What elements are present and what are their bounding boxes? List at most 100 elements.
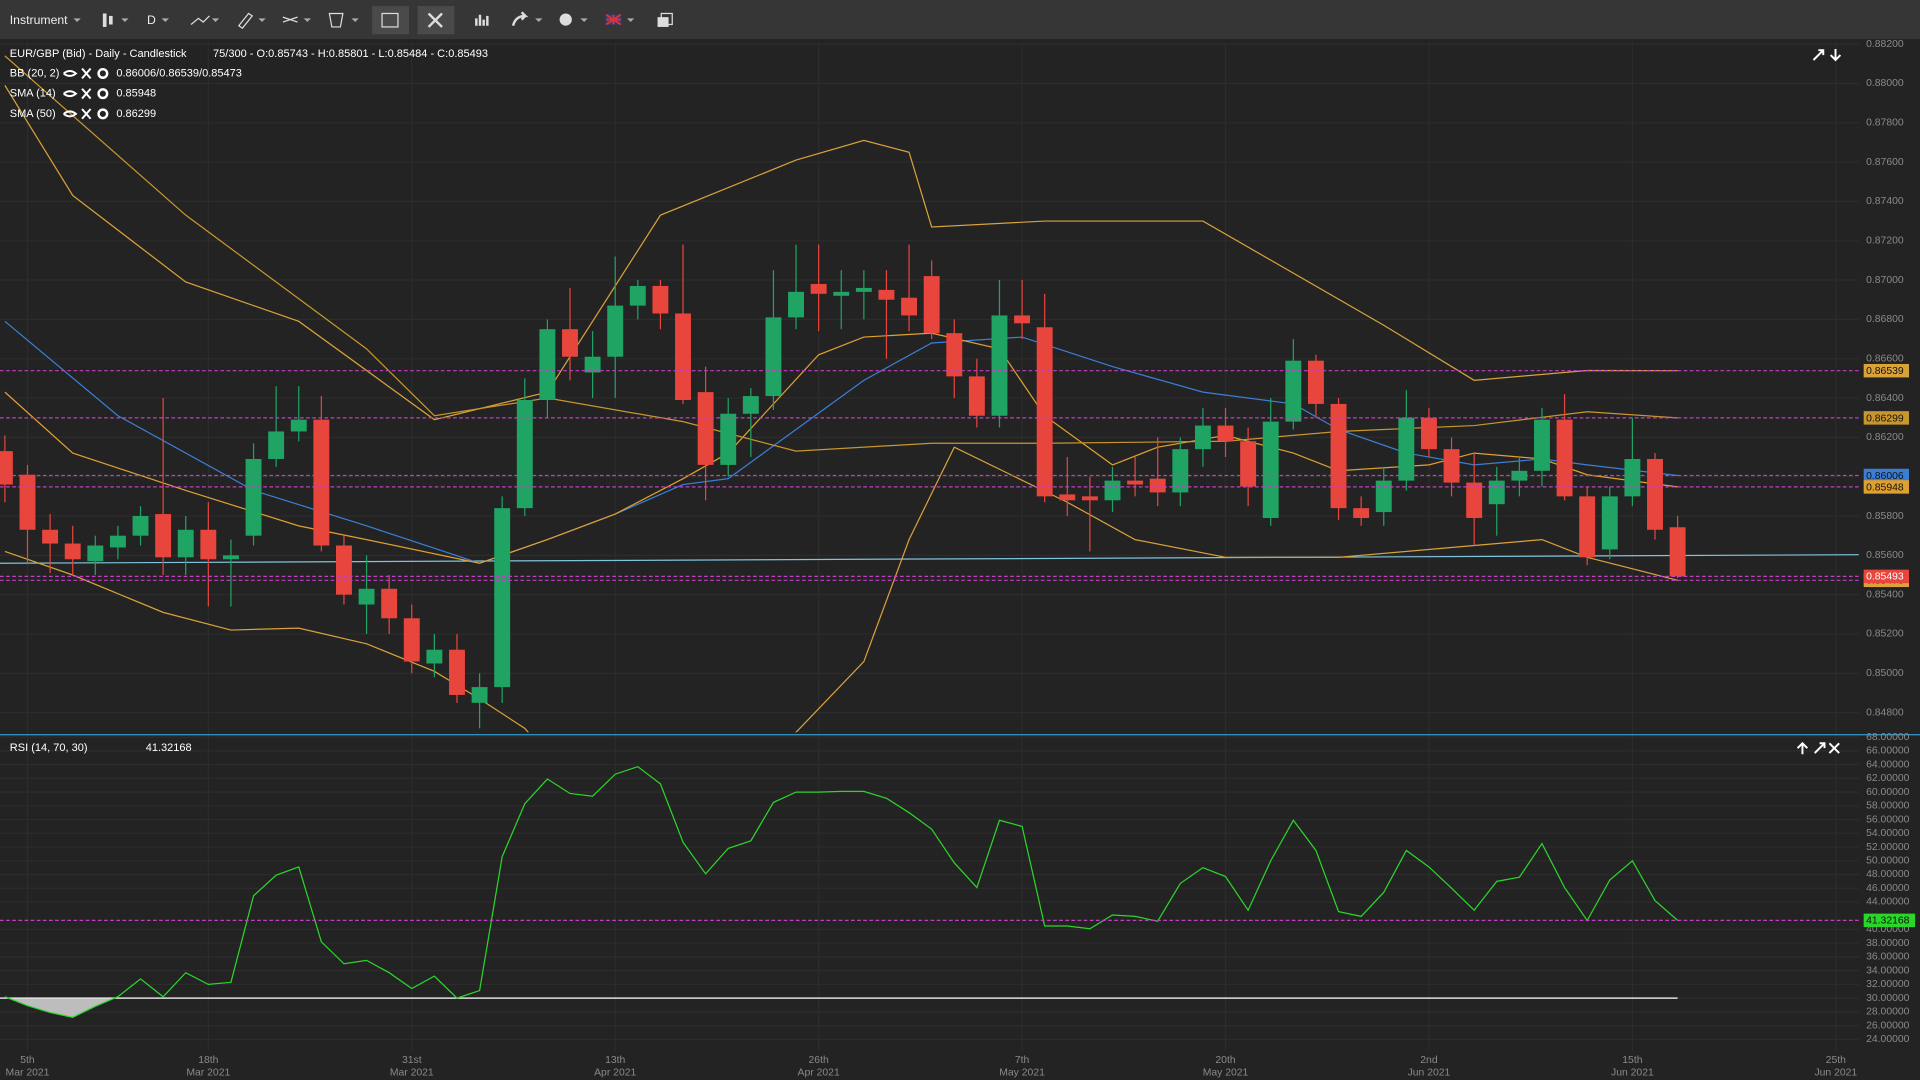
candle-body: [381, 588, 398, 619]
rsi-panel-controls[interactable]: [1796, 741, 1840, 755]
candle-body: [1330, 403, 1347, 509]
y-tick-label: 58.00000: [1866, 801, 1910, 812]
oversold-area: [8, 998, 115, 1018]
toolbar: [0, 0, 1920, 40]
candle-body: [336, 545, 352, 595]
indicator-controls[interactable]: [63, 67, 92, 80]
candle-body: [833, 291, 850, 296]
y-tick-label: 68.00000: [1866, 732, 1910, 743]
theme-button[interactable]: [559, 13, 572, 26]
x-tick-sublabel: Mar 2021: [390, 1067, 434, 1078]
dropdown-arrow: [626, 18, 635, 23]
candle-body: [1556, 419, 1573, 497]
pen-tool[interactable]: [237, 12, 254, 29]
candle-body: [245, 458, 262, 536]
instrument-menu[interactable]: Instrument: [10, 13, 68, 27]
candle-body: [177, 529, 194, 558]
indicator-controls[interactable]: [63, 88, 92, 100]
legend: EUR/GBP (Bid) - Daily - Candlestick 75/3…: [10, 48, 1842, 755]
fullscreen-icon: [427, 12, 443, 28]
candle-body: [652, 285, 669, 314]
candle-type-icon[interactable]: [102, 13, 107, 27]
y-tick-label: 0.87000: [1866, 275, 1904, 286]
y-tick-label: 44.00000: [1866, 897, 1910, 908]
candle-body: [1579, 496, 1596, 558]
candle-body: [1217, 425, 1234, 442]
y-tick-label: 24.00000: [1866, 1034, 1910, 1045]
toolbar-items: Instrument D: [10, 6, 673, 35]
x-tick-sublabel: Jun 2021: [1611, 1067, 1654, 1078]
price-tag-label: 0.86539: [1866, 366, 1904, 377]
candle-body: [87, 545, 104, 562]
rsi-line: [4, 765, 1679, 1018]
rsi-value: 41.32168: [146, 742, 192, 754]
candle-body: [1307, 360, 1324, 404]
share-button[interactable]: [511, 11, 529, 27]
layout-button[interactable]: [372, 6, 409, 35]
fib-tool[interactable]: [282, 16, 298, 23]
y-tick-label: 62.00000: [1866, 773, 1910, 784]
y-tick-label: 52.00000: [1866, 842, 1910, 853]
y-tick-label: 0.87400: [1866, 196, 1904, 207]
y-tick-label: 0.86600: [1866, 353, 1904, 364]
candle-body: [1647, 458, 1663, 530]
candle-body: [901, 297, 918, 316]
y-tick-label: 48.00000: [1866, 869, 1910, 880]
y-tick-label: 66.00000: [1866, 746, 1910, 757]
y-tick-label: 0.85000: [1866, 668, 1904, 679]
candle-body: [403, 618, 420, 662]
x-tick-label: 15th: [1622, 1055, 1642, 1066]
candle-body: [878, 289, 895, 300]
y-tick-label: 54.00000: [1866, 828, 1910, 839]
y-tick-label: 64.00000: [1866, 759, 1910, 770]
y-tick-label: 0.86200: [1866, 432, 1904, 443]
indicator-name: SMA (14): [10, 88, 56, 100]
candle-body: [1149, 478, 1166, 493]
candle-body: [1534, 419, 1550, 471]
candle-body: [765, 317, 782, 397]
candle-body: [1353, 508, 1370, 518]
candle-body: [1127, 480, 1144, 485]
indicator-settings[interactable]: [97, 67, 109, 79]
dropdown-arrow: [73, 18, 81, 23]
indicator-settings[interactable]: [97, 108, 109, 120]
flag-cross: [605, 13, 622, 26]
candle-body: [1601, 496, 1618, 550]
x-tick-label: 2nd: [1420, 1055, 1438, 1066]
dropdown-arrow: [535, 18, 543, 23]
trend-line-drawing[interactable]: [0, 554, 1859, 564]
x-tick-sublabel: May 2021: [999, 1067, 1045, 1078]
line-tool[interactable]: [190, 15, 210, 25]
candle-body: [1488, 480, 1505, 505]
x-tick-label: 25th: [1826, 1055, 1846, 1066]
candle-body: [268, 431, 285, 459]
indicators-button[interactable]: [475, 14, 489, 26]
candle-type-icon[interactable]: [108, 15, 113, 25]
candle-body: [923, 276, 940, 334]
y-tick-label: 50.00000: [1866, 856, 1910, 867]
candle-body: [64, 543, 81, 560]
x-tick-sublabel: Jun 2021: [1408, 1067, 1451, 1078]
indicator-line: [4, 320, 1678, 564]
dropdown-arrow: [211, 18, 220, 23]
price-tag-label: 0.86299: [1866, 413, 1904, 424]
candle-body: [1398, 417, 1415, 481]
candle-body: [42, 529, 59, 544]
y-tick-label: 38.00000: [1866, 938, 1910, 949]
x-tick-sublabel: Mar 2021: [186, 1067, 230, 1078]
panel-controls[interactable]: [1812, 48, 1842, 62]
indicator-line: [4, 55, 1678, 452]
indicator-settings[interactable]: [97, 88, 109, 100]
delete-tool[interactable]: [328, 12, 344, 28]
y-tick-label: 60.00000: [1866, 787, 1910, 798]
candle-body: [675, 313, 691, 400]
candle-body: [742, 396, 759, 414]
popout-icon: [657, 17, 669, 27]
instrument-title: EUR/GBP (Bid) - Daily - Candlestick: [10, 48, 187, 60]
candle-body: [1104, 480, 1121, 501]
period-menu[interactable]: D: [147, 13, 156, 27]
candle-body: [0, 451, 13, 485]
indicator-controls[interactable]: [63, 108, 92, 120]
x-tick-label: 31st: [402, 1055, 422, 1066]
